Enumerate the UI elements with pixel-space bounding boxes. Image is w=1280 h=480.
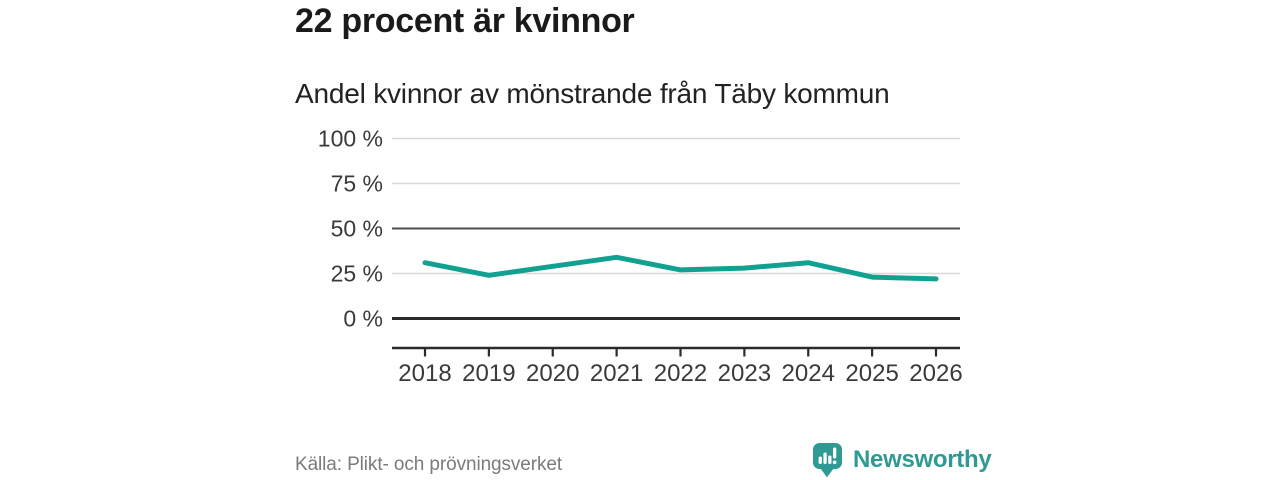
x-axis-tick-label: 2019 — [462, 360, 515, 387]
x-axis-tick-label: 2018 — [398, 360, 451, 387]
y-axis-tick-label: 100 % — [318, 126, 383, 152]
bar-chart-pin-icon — [812, 442, 843, 478]
chart-svg: 0 % 25 % 50 % 75 % 100 % 2018 2019 2020 2021 2022… — [318, 126, 963, 388]
brand-name: Newsworthy — [853, 446, 992, 473]
y-axis-tick-label: 50 % — [331, 216, 383, 242]
y-axis-tick-label: 75 % — [331, 171, 383, 197]
x-axis-tick-label: 2024 — [782, 360, 835, 387]
x-axis-tick-label: 2020 — [526, 360, 579, 387]
x-axis-tick-label: 2023 — [718, 360, 771, 387]
x-axis-tick-label: 2026 — [909, 360, 962, 387]
x-axis-tick-label: 2022 — [654, 360, 707, 387]
x-axis-tick-label: 2025 — [845, 360, 898, 387]
y-axis-tick-label: 0 % — [343, 306, 383, 332]
brand-footer: Newsworthy — [812, 442, 992, 478]
y-axis-tick-label: 25 % — [331, 261, 383, 287]
page-title: 22 procent är kvinnor — [295, 2, 635, 40]
x-axis-tick-label: 2021 — [590, 360, 643, 387]
source-caption: Källa: Plikt- och prövningsverket — [295, 454, 563, 475]
chart-subtitle: Andel kvinnor av mönstrande från Täby ko… — [295, 78, 890, 109]
trend-line — [422, 254, 939, 282]
